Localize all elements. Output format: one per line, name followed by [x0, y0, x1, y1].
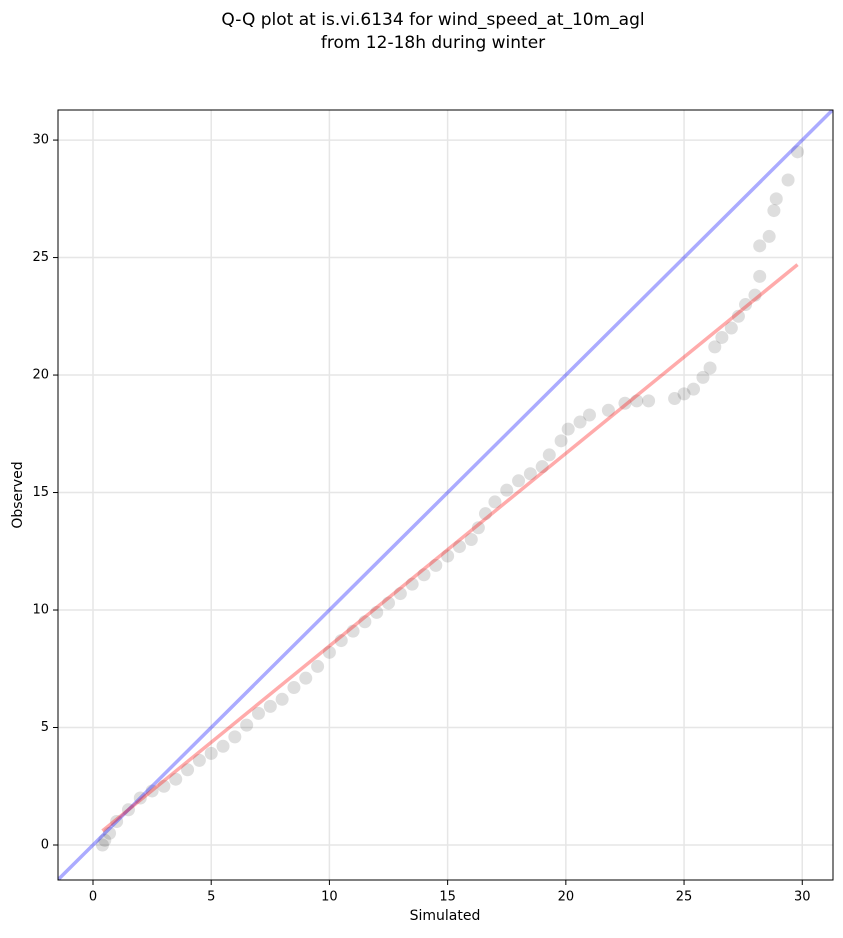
point: [715, 330, 729, 344]
point: [169, 772, 183, 786]
chart-title: Q-Q plot at is.vi.6134 for wind_speed_at…: [221, 10, 644, 30]
point: [98, 833, 112, 847]
point: [358, 615, 372, 629]
point: [334, 634, 348, 648]
point: [204, 746, 218, 760]
point: [370, 605, 384, 619]
point: [488, 495, 502, 509]
reference-line: [58, 110, 833, 880]
point: [110, 814, 124, 828]
point: [192, 753, 206, 767]
point: [769, 192, 783, 206]
point: [753, 239, 767, 253]
point: [582, 408, 596, 422]
point: [471, 521, 485, 535]
point: [618, 396, 632, 410]
point: [405, 577, 419, 591]
point: [216, 739, 230, 753]
chart-title: from 12-18h during winter: [321, 33, 545, 53]
y-tick-label: 15: [32, 485, 49, 500]
y-axis-label: Observed: [10, 461, 26, 528]
point: [708, 340, 722, 354]
point: [767, 204, 781, 218]
point: [748, 288, 762, 302]
point: [441, 549, 455, 563]
point: [762, 229, 776, 243]
point: [299, 671, 313, 685]
point: [133, 791, 147, 805]
point: [322, 645, 336, 659]
point: [382, 596, 396, 610]
point: [103, 826, 117, 840]
point: [228, 730, 242, 744]
point: [275, 692, 289, 706]
y-tick-label: 10: [32, 603, 49, 618]
point: [791, 145, 805, 159]
point: [724, 321, 738, 335]
point: [512, 474, 526, 488]
point: [417, 568, 431, 582]
x-tick-label: 25: [676, 890, 693, 905]
point: [452, 540, 466, 554]
point: [561, 422, 575, 436]
point: [121, 803, 135, 817]
point: [346, 624, 360, 638]
point: [739, 298, 753, 312]
point: [642, 394, 656, 408]
point: [263, 699, 277, 713]
x-axis-label: Simulated: [410, 908, 481, 924]
point: [677, 387, 691, 401]
y-tick-label: 25: [32, 250, 49, 265]
point: [601, 403, 615, 417]
point: [181, 763, 195, 777]
point: [731, 309, 745, 323]
y-tick-label: 5: [41, 720, 49, 735]
x-tick-label: 10: [321, 890, 338, 905]
point: [630, 394, 644, 408]
x-tick-label: 30: [794, 890, 811, 905]
point: [753, 269, 767, 283]
point: [287, 681, 301, 695]
point: [573, 415, 587, 429]
point: [542, 448, 556, 462]
x-tick-label: 20: [558, 890, 575, 905]
y-tick-label: 0: [41, 837, 49, 852]
point: [523, 467, 537, 481]
point: [464, 533, 478, 547]
point: [687, 382, 701, 396]
point: [429, 558, 443, 572]
point: [478, 507, 492, 521]
y-tick-label: 20: [32, 368, 49, 383]
point: [240, 718, 254, 732]
point: [500, 483, 514, 497]
point: [554, 434, 568, 448]
point: [535, 460, 549, 474]
reference-line: [101, 263, 799, 833]
x-tick-label: 0: [89, 890, 97, 905]
plot-frame: [57, 109, 834, 881]
point: [157, 779, 171, 793]
point: [703, 361, 717, 375]
point: [145, 784, 159, 798]
point: [668, 392, 682, 406]
point: [393, 587, 407, 601]
y-tick-label: 30: [32, 133, 49, 148]
point: [251, 706, 265, 720]
point: [311, 659, 325, 673]
point: [696, 370, 710, 384]
point: [95, 838, 109, 852]
x-tick-label: 15: [439, 890, 456, 905]
x-tick-label: 5: [207, 890, 215, 905]
point: [781, 173, 795, 187]
